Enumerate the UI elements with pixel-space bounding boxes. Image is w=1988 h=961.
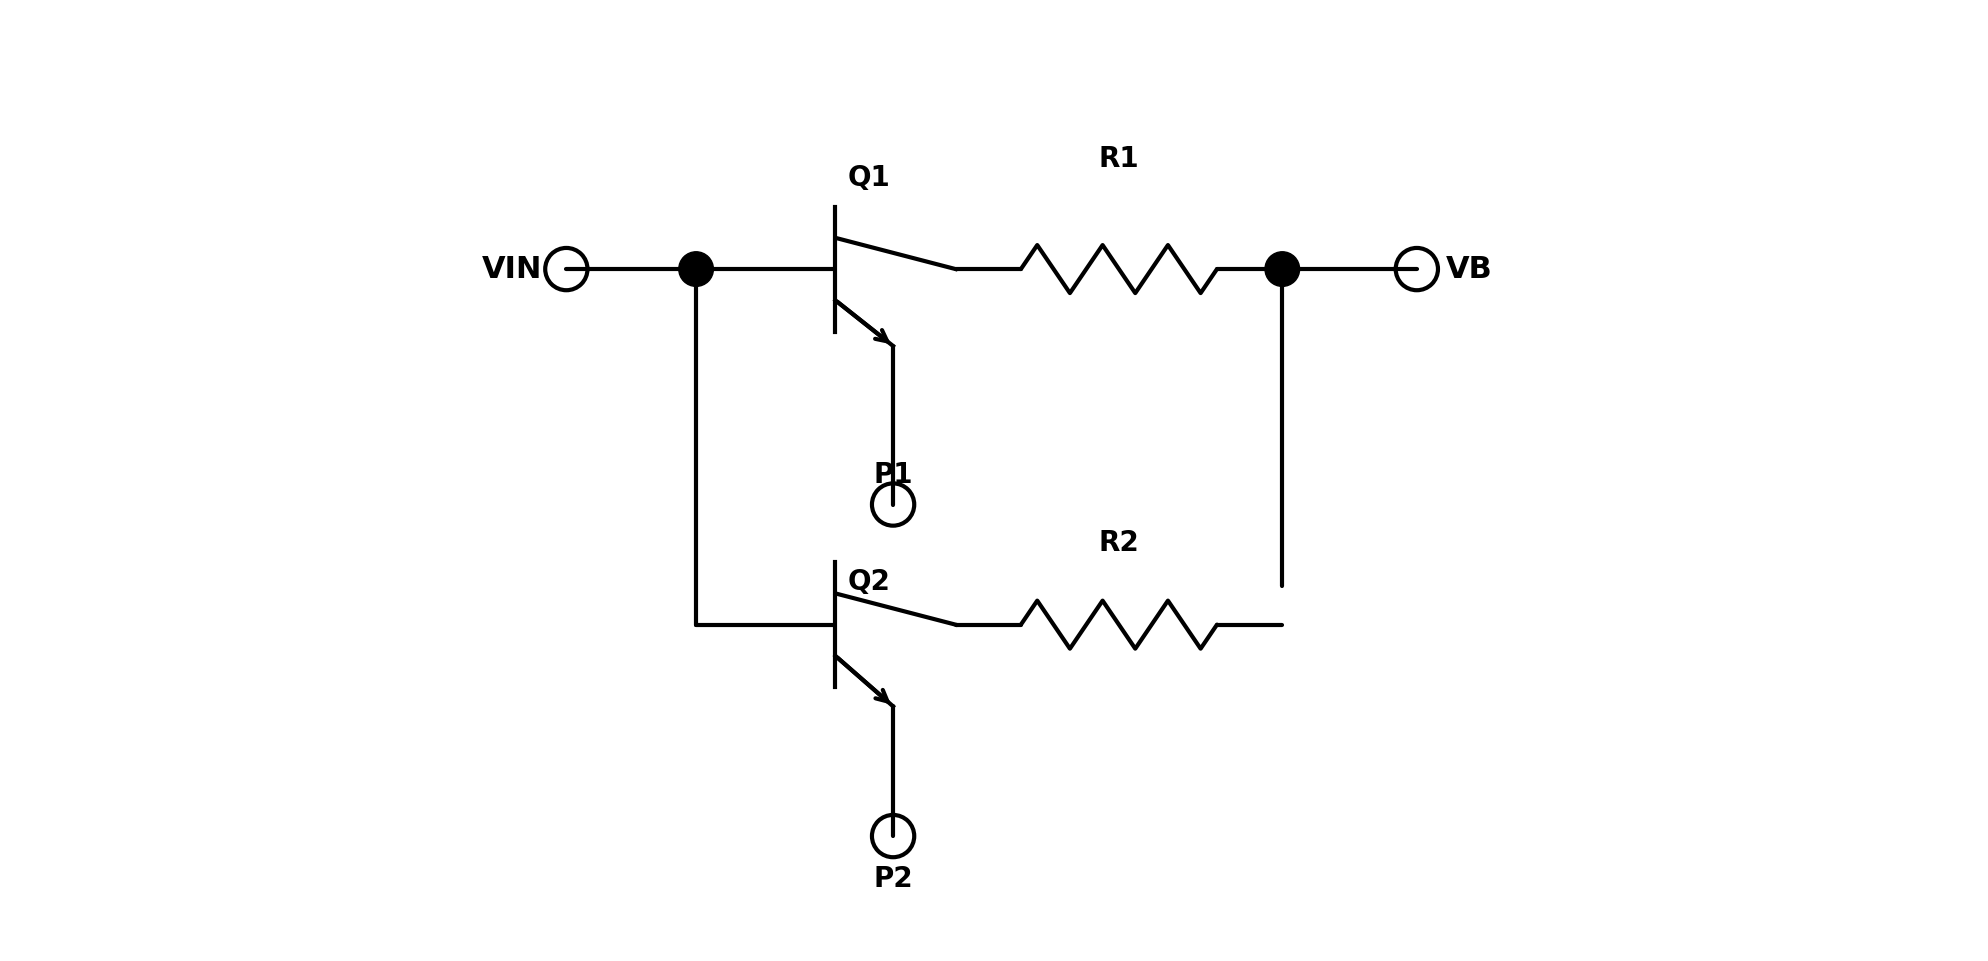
- Circle shape: [1264, 252, 1300, 286]
- Text: R2: R2: [1099, 530, 1139, 557]
- Text: R1: R1: [1099, 145, 1139, 173]
- Text: Q2: Q2: [847, 568, 891, 596]
- Text: P1: P1: [873, 461, 912, 489]
- Text: P2: P2: [873, 865, 912, 893]
- Text: VIN: VIN: [481, 255, 543, 283]
- Text: VB: VB: [1445, 255, 1493, 283]
- Circle shape: [678, 252, 714, 286]
- Text: Q1: Q1: [847, 164, 891, 192]
